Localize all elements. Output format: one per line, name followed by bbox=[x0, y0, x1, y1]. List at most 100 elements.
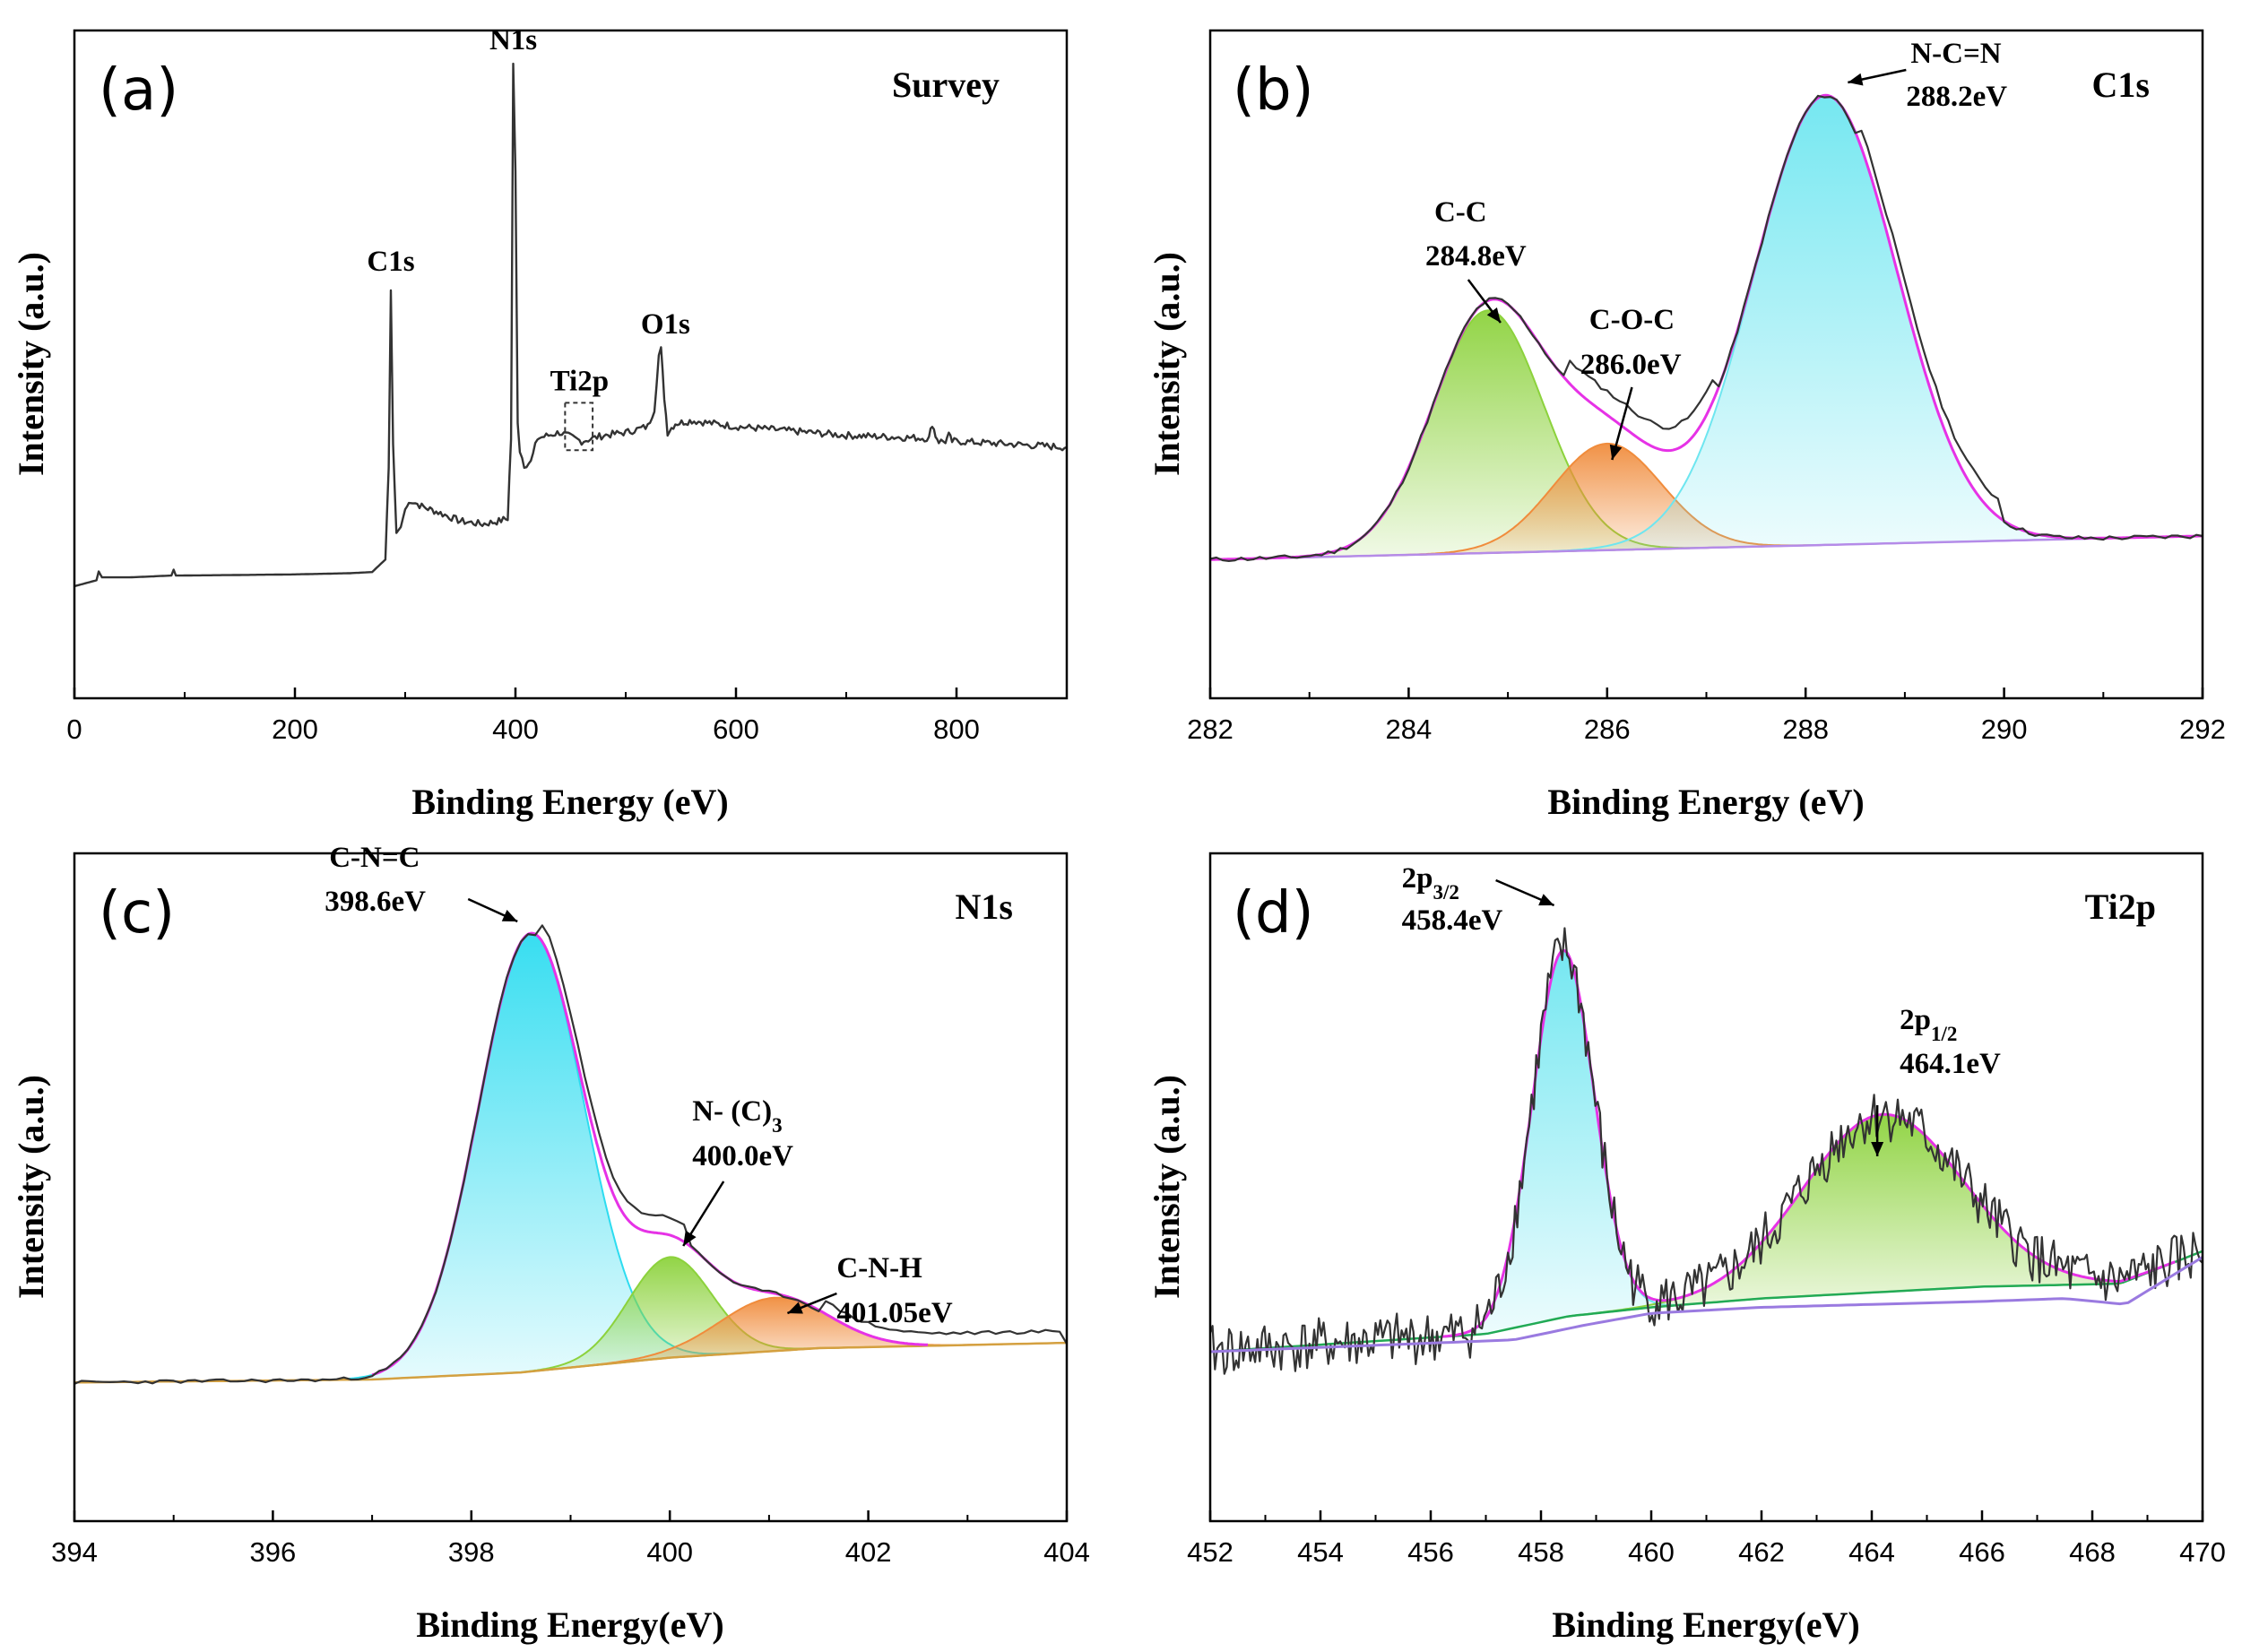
panel-c-n1s: (c) N1s 394 396 398 400 402 404 Binding Energ… bbox=[11, 842, 1090, 1645]
raw-spectrum-line bbox=[74, 924, 1068, 1385]
panel-d-plot-area bbox=[1208, 927, 2203, 1375]
peak-annotation-label: 458.4eV bbox=[1402, 904, 1503, 937]
x-tick-label: 462 bbox=[1738, 1536, 1785, 1568]
peak-annotation-label: 398.6eV bbox=[325, 886, 426, 918]
panel-c-title: N1s bbox=[956, 887, 1013, 927]
x-tick-label: 456 bbox=[1407, 1536, 1454, 1568]
panel-a-title: Survey bbox=[892, 65, 1000, 105]
peak-annotation-label: 286.0eV bbox=[1580, 349, 1682, 381]
panel-a-plot-area bbox=[74, 62, 1068, 588]
panel-d-title: Ti2p bbox=[2085, 887, 2156, 927]
panel-b-ylabel: Intensity (a.u.) bbox=[1147, 252, 1187, 476]
peak-label: C1s bbox=[367, 246, 414, 278]
peak-annotation-label: 284.8eV bbox=[1425, 240, 1527, 272]
panel-a-xlabel: Binding Energy (eV) bbox=[411, 782, 728, 822]
annotation-arrow-head bbox=[1486, 307, 1501, 323]
annotation-arrow-head bbox=[1848, 73, 1864, 86]
panel-c-x-ticks: 394 396 398 400 402 404 bbox=[51, 1510, 1090, 1568]
panel-a-letter: (a) bbox=[99, 57, 178, 124]
annotation-arrow-head bbox=[683, 1230, 697, 1246]
x-tick-label: 458 bbox=[1518, 1536, 1564, 1568]
panel-a-survey: (a) Survey 0 200 400 600 800 Binding Energy … bbox=[11, 24, 1069, 822]
x-tick-label: 464 bbox=[1848, 1536, 1895, 1568]
panel-d-ti2p: (d) Ti2p 452 454 456 458 460 462 464 466 468 470 … bbox=[1147, 852, 2226, 1645]
peak-annotation-label: N- (C)3 bbox=[692, 1095, 782, 1137]
x-tick-label: 600 bbox=[713, 714, 759, 745]
x-tick-label: 400 bbox=[492, 714, 539, 745]
annotation-arrow-head bbox=[1871, 1142, 1884, 1156]
panel-d-letter: (d) bbox=[1233, 880, 1314, 947]
peak-label: N1s bbox=[489, 24, 537, 56]
ti2p-highlight-box bbox=[564, 402, 594, 452]
peak-annotation-label: C-O-C bbox=[1589, 304, 1675, 336]
x-tick-label: 404 bbox=[1043, 1536, 1090, 1568]
panel-b-annotations: C-C 284.8eV C-O-C 286.0eV N-C=N 288.2eV bbox=[1425, 38, 2007, 461]
panel-d-xlabel: Binding Energy(eV) bbox=[1552, 1604, 1859, 1645]
peak-annotation-label: 2p3/2 bbox=[1402, 862, 1459, 904]
peak-label: O1s bbox=[641, 308, 690, 341]
annotation-arrow-head bbox=[501, 910, 518, 921]
peak-label: Ti2p bbox=[550, 365, 609, 397]
panel-c-letter: (c) bbox=[99, 880, 175, 947]
panel-b-plot-area bbox=[1209, 93, 2203, 562]
panel-a-frame bbox=[73, 29, 1069, 700]
panel-b-letter: (b) bbox=[1233, 57, 1314, 124]
x-tick-label: 292 bbox=[2179, 714, 2226, 745]
x-tick-label: 282 bbox=[1187, 714, 1234, 745]
x-tick-label: 452 bbox=[1187, 1536, 1234, 1568]
x-tick-label: 400 bbox=[646, 1536, 693, 1568]
panel-a-x-ticks: 0 200 400 600 800 bbox=[66, 688, 980, 745]
background-line bbox=[1209, 534, 2203, 561]
peak-annotation-label: 2p1/2 bbox=[1900, 1004, 1957, 1045]
x-tick-label: 394 bbox=[51, 1536, 98, 1568]
x-tick-label: 288 bbox=[1782, 714, 1829, 745]
x-tick-label: 0 bbox=[66, 714, 82, 745]
x-tick-label: 470 bbox=[2179, 1536, 2226, 1568]
x-tick-label: 200 bbox=[272, 714, 318, 745]
background-line bbox=[1209, 1250, 2203, 1354]
panel-d-frame bbox=[1208, 852, 2204, 1523]
raw-spectrum-line bbox=[1209, 94, 2203, 562]
peak-annotation-label: 288.2eV bbox=[1906, 81, 2007, 113]
panel-d-ylabel: Intensity (a.u.) bbox=[1147, 1075, 1187, 1299]
x-tick-label: 290 bbox=[1981, 714, 2028, 745]
peak-annotation-label: N-C=N bbox=[1910, 38, 2001, 70]
x-tick-label: 396 bbox=[250, 1536, 297, 1568]
peak-annotation-label: 401.05eV bbox=[836, 1297, 952, 1329]
panel-b-x-ticks: 282 284 286 288 290 292 bbox=[1187, 688, 2226, 745]
x-tick-label: 466 bbox=[1959, 1536, 2005, 1568]
panel-a-annotations: C1s N1s Ti2p O1s bbox=[367, 24, 690, 397]
annotation-arrow-head bbox=[1609, 444, 1623, 460]
survey-spectrum-line bbox=[74, 62, 1068, 588]
panel-a-ylabel: Intensity (a.u.) bbox=[11, 252, 51, 476]
shirley-baseline-line bbox=[1209, 1256, 2203, 1354]
panel-b-title: C1s bbox=[2092, 65, 2150, 105]
peak-annotation-label: 400.0eV bbox=[692, 1140, 793, 1172]
x-tick-label: 402 bbox=[845, 1536, 892, 1568]
peak-annotation-label: C-C bbox=[1434, 196, 1487, 229]
x-tick-label: 800 bbox=[933, 714, 980, 745]
x-tick-label: 286 bbox=[1584, 714, 1631, 745]
annotation-arrow-head bbox=[787, 1302, 803, 1314]
panel-d-x-ticks: 452 454 456 458 460 462 464 466 468 470 bbox=[1187, 1510, 2226, 1568]
raw-spectrum-line bbox=[1208, 927, 2203, 1375]
panel-b-c1s: (b) C1s 282 284 286 288 290 292 Binding Energ… bbox=[1147, 29, 2226, 822]
peak-annotation-label: C-N=C bbox=[329, 842, 420, 874]
x-tick-label: 468 bbox=[2069, 1536, 2116, 1568]
panel-b-frame bbox=[1208, 29, 2204, 700]
peak-annotation-label: C-N-H bbox=[836, 1252, 922, 1284]
x-tick-label: 398 bbox=[448, 1536, 495, 1568]
panel-b-xlabel: Binding Energy (eV) bbox=[1547, 782, 1864, 822]
x-tick-label: 284 bbox=[1386, 714, 1433, 745]
panel-c-plot-area bbox=[74, 924, 1068, 1385]
panel-c-ylabel: Intensity (a.u.) bbox=[11, 1075, 51, 1299]
panel-c-xlabel: Binding Energy(eV) bbox=[416, 1604, 723, 1645]
peak-annotation-label: 464.1eV bbox=[1900, 1048, 2001, 1080]
x-tick-label: 460 bbox=[1628, 1536, 1675, 1568]
x-tick-label: 454 bbox=[1297, 1536, 1344, 1568]
fit-peak-2p3-2 bbox=[1433, 949, 1694, 1339]
annotation-arrow-head bbox=[1538, 894, 1554, 906]
